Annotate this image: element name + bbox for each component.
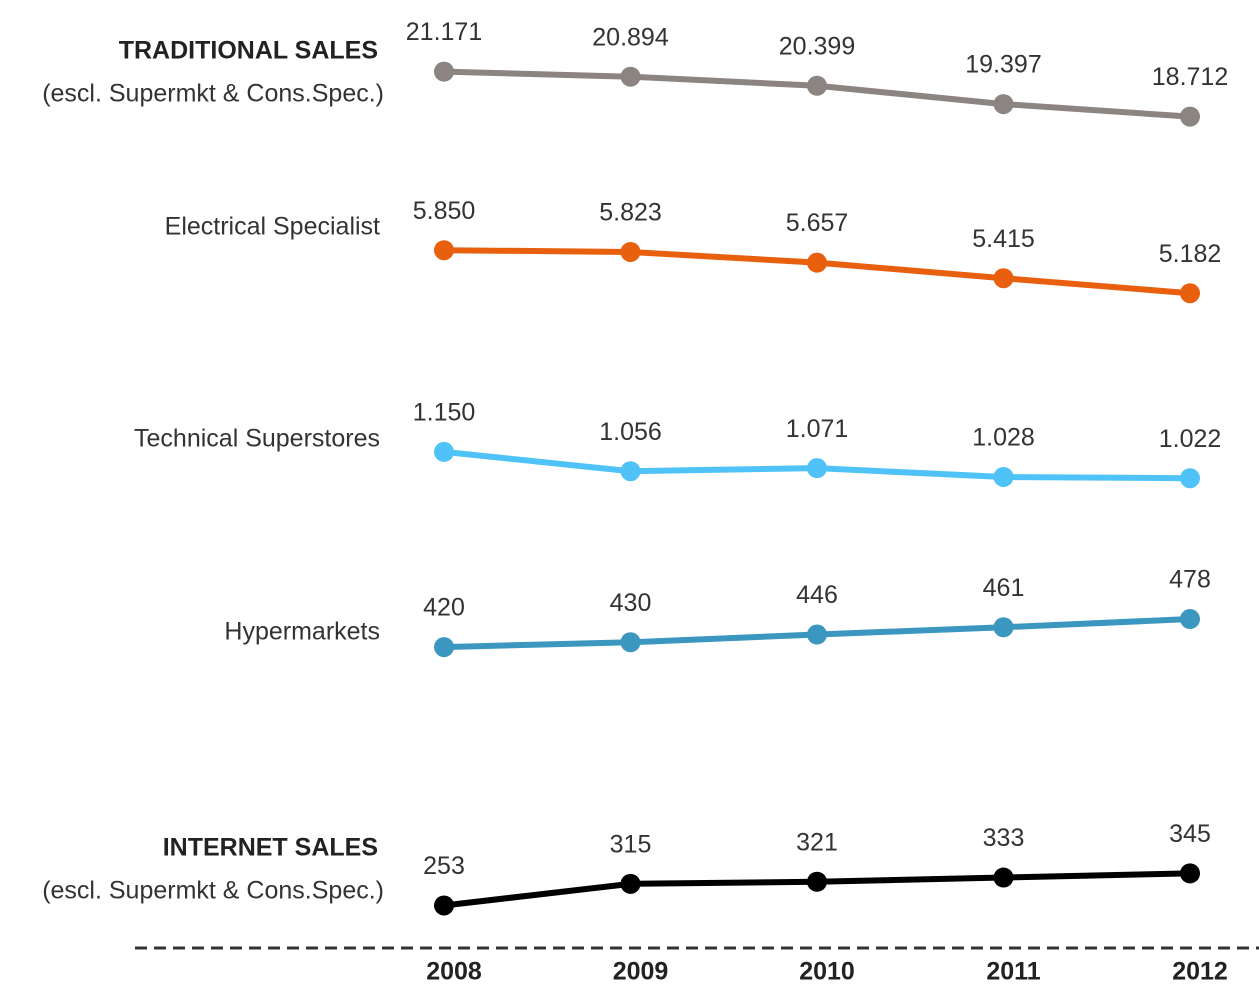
data-label: 430: [610, 589, 652, 617]
x-tick-label: 2012: [1172, 958, 1228, 986]
point: [434, 637, 454, 658]
point: [807, 252, 827, 273]
x-tick-label: 2010: [799, 958, 855, 986]
data-label: 20.894: [592, 23, 669, 51]
data-label: 478: [1169, 566, 1211, 594]
series-label: Technical Superstores: [134, 425, 380, 453]
data-label: 1.150: [413, 399, 476, 427]
data-label: 420: [423, 594, 465, 622]
point: [807, 871, 827, 892]
point: [1180, 609, 1200, 630]
point: [620, 461, 641, 482]
data-label: 18.712: [1152, 63, 1228, 91]
data-label: 5.823: [599, 199, 662, 227]
data-label: 5.182: [1159, 240, 1222, 268]
point: [434, 895, 454, 916]
data-label: 20.399: [779, 32, 855, 60]
point: [1180, 283, 1200, 304]
data-label: 333: [983, 824, 1025, 852]
series-label: Electrical Specialist: [165, 213, 380, 241]
data-label: 5.850: [413, 197, 476, 225]
point: [434, 441, 454, 462]
point: [1180, 106, 1200, 127]
data-label: 315: [610, 830, 652, 858]
point: [807, 624, 827, 645]
data-label: 321: [796, 828, 838, 856]
point: [1180, 863, 1200, 884]
point: [993, 867, 1014, 888]
x-tick-label: 2008: [426, 958, 482, 986]
point: [993, 94, 1014, 115]
data-label: 446: [796, 581, 838, 609]
point: [993, 617, 1014, 638]
data-label: 5.415: [972, 225, 1035, 253]
point: [807, 75, 827, 96]
point: [993, 268, 1014, 289]
data-label: 19.397: [965, 51, 1041, 79]
point: [434, 240, 454, 261]
data-label: 1.022: [1159, 425, 1222, 453]
point: [807, 458, 827, 479]
series-label: TRADITIONAL SALES: [119, 37, 378, 65]
point: [434, 61, 454, 82]
data-label: 345: [1169, 820, 1211, 848]
point: [620, 873, 641, 894]
point: [620, 241, 641, 262]
data-label: 461: [983, 574, 1025, 602]
x-tick-label: 2011: [986, 958, 1040, 986]
series-label: INTERNET SALES: [163, 834, 378, 862]
point: [620, 632, 641, 653]
data-label: 21.171: [406, 18, 482, 46]
data-label: 1.028: [972, 424, 1035, 452]
series-note: (escl. Supermkt & Cons.Spec.): [42, 80, 384, 108]
data-label: 5.657: [786, 209, 849, 237]
data-label: 253: [423, 852, 465, 880]
point: [620, 66, 641, 87]
data-label: 1.056: [599, 418, 662, 446]
series-note: (escl. Supermkt & Cons.Spec.): [42, 877, 384, 905]
point: [993, 466, 1014, 487]
point: [1180, 468, 1200, 489]
data-label: 1.071: [786, 415, 849, 443]
x-tick-label: 2009: [613, 958, 669, 986]
series-label: Hypermarkets: [224, 618, 380, 646]
